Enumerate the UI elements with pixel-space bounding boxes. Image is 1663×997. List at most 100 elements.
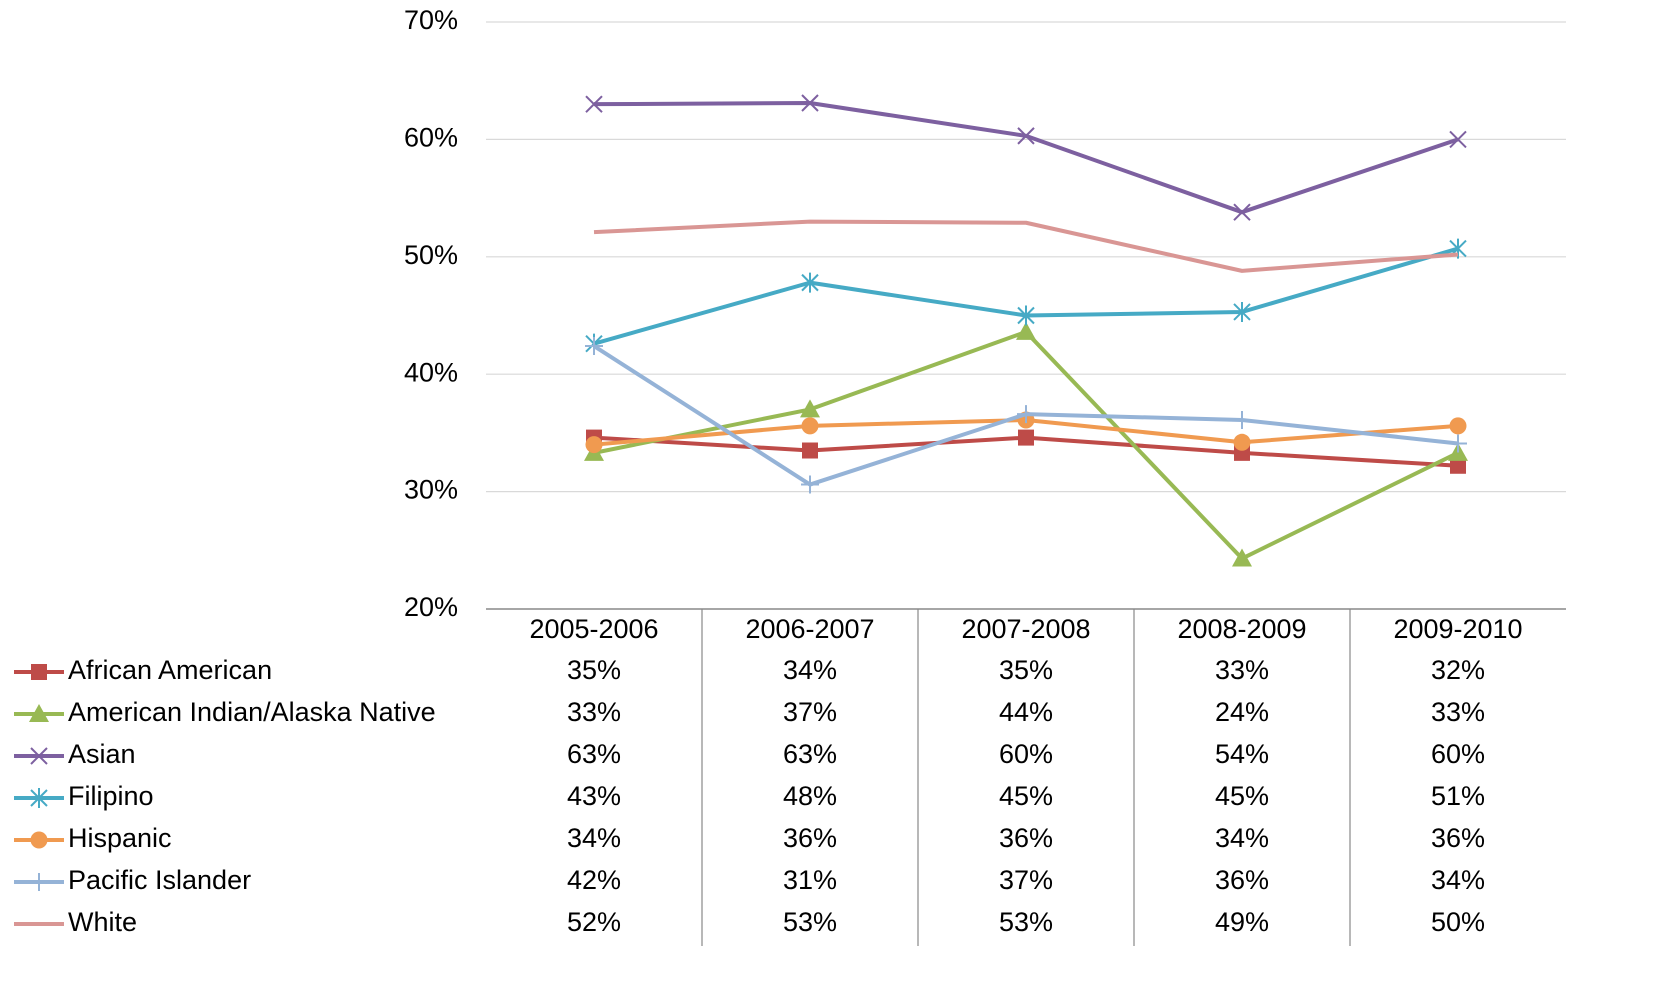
- table-value: 35%: [999, 655, 1053, 685]
- marker: [585, 337, 603, 356]
- marker: [1233, 301, 1251, 322]
- marker-square: [1018, 429, 1034, 446]
- marker: [30, 873, 48, 891]
- marker-plus: [1017, 405, 1035, 424]
- table-value: 45%: [1215, 781, 1269, 811]
- marker-plus: [1233, 410, 1251, 429]
- table-value: 33%: [1215, 655, 1269, 685]
- legend-entry: Filipino: [14, 781, 154, 811]
- y-tick-label: 60%: [404, 123, 458, 153]
- marker: [30, 831, 48, 849]
- table-value: 63%: [783, 739, 837, 769]
- marker: [1232, 548, 1252, 567]
- table-value: 50%: [1431, 907, 1485, 937]
- marker-asterisk: [30, 788, 48, 808]
- marker-plus: [801, 475, 819, 494]
- marker-circle: [1449, 417, 1467, 435]
- marker: [1449, 130, 1467, 149]
- table-value: 33%: [1431, 697, 1485, 727]
- y-tick-label: 50%: [404, 240, 458, 270]
- marker: [585, 95, 603, 113]
- legend-entry: Hispanic: [14, 823, 172, 853]
- marker: [1233, 410, 1251, 429]
- marker: [1449, 417, 1467, 435]
- marker-asterisk: [1233, 301, 1251, 322]
- legend-entry: American Indian/Alaska Native: [14, 697, 436, 727]
- table-value: 31%: [783, 865, 837, 895]
- table-value: 54%: [1215, 739, 1269, 769]
- marker-x: [1233, 203, 1251, 221]
- marker: [800, 399, 820, 418]
- marker-square: [31, 664, 47, 680]
- marker: [802, 442, 818, 459]
- table-value: 60%: [999, 739, 1053, 769]
- table-value: 37%: [783, 697, 837, 727]
- marker-circle: [801, 417, 819, 435]
- x-tick-label: 2006-2007: [745, 614, 874, 644]
- table-value: 49%: [1215, 907, 1269, 937]
- marker: [1449, 434, 1467, 453]
- legend-label: Filipino: [68, 781, 154, 811]
- marker-x: [585, 95, 603, 113]
- table-value: 63%: [567, 739, 621, 769]
- table-value: 48%: [783, 781, 837, 811]
- legend-entry: White: [14, 907, 137, 937]
- y-tick-label: 40%: [404, 357, 458, 387]
- table-value: 36%: [783, 823, 837, 853]
- marker-circle: [585, 436, 603, 454]
- marker: [801, 272, 819, 293]
- legend-entry: African American: [14, 655, 272, 685]
- legend-label: Pacific Islander: [68, 865, 251, 895]
- table-value: 37%: [999, 865, 1053, 895]
- table-value: 52%: [567, 907, 621, 937]
- series-line: [593, 219, 1459, 273]
- legend-entry: Pacific Islander: [14, 865, 251, 895]
- marker: [1018, 429, 1034, 446]
- table-value: 34%: [783, 655, 837, 685]
- marker-asterisk: [801, 272, 819, 293]
- marker-x: [30, 747, 48, 765]
- marker: [801, 475, 819, 494]
- legend-label: Asian: [68, 739, 136, 769]
- marker-plus: [30, 873, 48, 891]
- marker: [29, 704, 49, 722]
- marker: [801, 417, 819, 435]
- marker-circle: [30, 831, 48, 849]
- marker-square: [802, 442, 818, 459]
- table-value: 53%: [999, 907, 1053, 937]
- marker: [1450, 457, 1466, 474]
- table-value: 45%: [999, 781, 1053, 811]
- marker-square: [1450, 457, 1466, 474]
- marker: [1016, 321, 1036, 340]
- table-value: 36%: [999, 823, 1053, 853]
- table-value: 60%: [1431, 739, 1485, 769]
- marker: [1017, 405, 1035, 424]
- marker: [30, 788, 48, 808]
- table-value: 36%: [1215, 865, 1269, 895]
- table-value: 34%: [1431, 865, 1485, 895]
- table-value: 43%: [567, 781, 621, 811]
- marker-triangle: [800, 399, 820, 418]
- table-value: 33%: [567, 697, 621, 727]
- marker-circle: [1233, 433, 1251, 451]
- marker: [585, 436, 603, 454]
- marker-x: [1017, 127, 1035, 145]
- marker-plus: [1449, 434, 1467, 453]
- x-tick-label: 2005-2006: [529, 614, 658, 644]
- legend-label: Hispanic: [68, 823, 172, 853]
- table-value: 24%: [1215, 697, 1269, 727]
- marker: [801, 94, 819, 112]
- table-value: 32%: [1431, 655, 1485, 685]
- marker-asterisk: [1017, 305, 1035, 326]
- x-tick-label: 2008-2009: [1177, 614, 1306, 644]
- x-tick-label: 2007-2008: [961, 614, 1090, 644]
- legend-label: White: [68, 907, 137, 937]
- table-value: 36%: [1431, 823, 1485, 853]
- y-tick-label: 20%: [404, 592, 458, 622]
- y-tick-label: 30%: [404, 475, 458, 505]
- series-line: [593, 101, 1459, 215]
- marker: [31, 664, 47, 680]
- table-value: 34%: [567, 823, 621, 853]
- table-value: 34%: [1215, 823, 1269, 853]
